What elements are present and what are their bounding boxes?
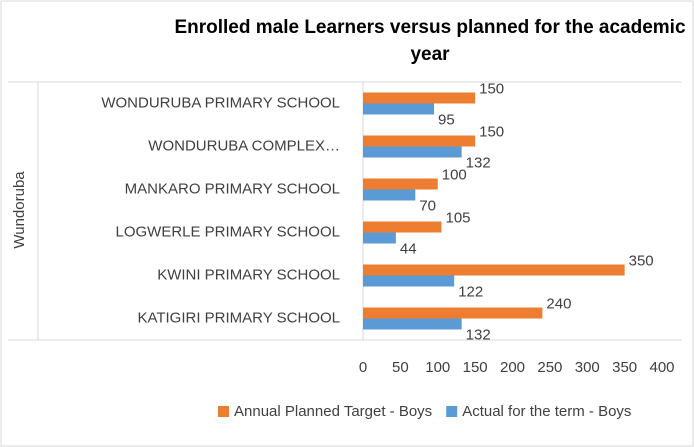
x-tick-label: 100 xyxy=(425,359,450,376)
data-label: 240 xyxy=(546,295,571,312)
data-label: 122 xyxy=(458,283,483,300)
data-label: 70 xyxy=(419,197,436,214)
data-label: 150 xyxy=(479,80,504,97)
data-label: 132 xyxy=(466,326,491,343)
x-tick-label: 200 xyxy=(500,359,525,376)
x-tick-label: 0 xyxy=(359,359,367,376)
bar xyxy=(363,221,442,233)
y-tick-label: WONDURUBA PRIMARY SCHOOL xyxy=(101,94,340,111)
data-label: 44 xyxy=(400,240,417,257)
bar xyxy=(363,92,476,104)
bar xyxy=(363,135,476,147)
y-tick-label: KATIGIRI PRIMARY SCHOOL xyxy=(137,309,340,326)
y-tick-label: WONDURUBA COMPLEX… xyxy=(148,137,340,154)
bar xyxy=(363,178,438,190)
data-label: 150 xyxy=(479,123,504,140)
x-tick-label: 250 xyxy=(537,359,562,376)
chart-title: Enrolled male Learners versus planned fo… xyxy=(174,17,686,65)
bar xyxy=(363,307,543,319)
legend-label: Actual for the term - Boys xyxy=(462,403,631,420)
y-tick-label: KWINI PRIMARY SCHOOL xyxy=(157,266,340,283)
legend-label: Annual Planned Target - Boys xyxy=(234,403,432,420)
x-tick-label: 400 xyxy=(649,359,674,376)
x-tick-label: 300 xyxy=(575,359,600,376)
data-label: 105 xyxy=(445,209,470,226)
y-tick-label: LOGWERLE PRIMARY SCHOOL xyxy=(115,223,340,240)
data-label: 100 xyxy=(442,166,467,183)
bar xyxy=(363,103,435,115)
x-tick-label: 350 xyxy=(612,359,637,376)
x-tick-label: 150 xyxy=(463,359,488,376)
group-label: Wundoruba xyxy=(11,171,28,249)
data-label: 95 xyxy=(438,111,455,128)
bar xyxy=(363,318,462,330)
y-tick-label: MANKARO PRIMARY SCHOOL xyxy=(125,180,340,197)
legend-swatch xyxy=(446,406,458,417)
bar xyxy=(363,189,416,201)
bar xyxy=(363,264,625,276)
bar xyxy=(363,232,396,244)
data-label: 132 xyxy=(466,154,491,171)
bar xyxy=(363,146,462,158)
data-label: 350 xyxy=(629,252,654,269)
bar xyxy=(363,275,455,287)
x-tick-label: 50 xyxy=(392,359,409,376)
legend-swatch xyxy=(218,406,229,417)
